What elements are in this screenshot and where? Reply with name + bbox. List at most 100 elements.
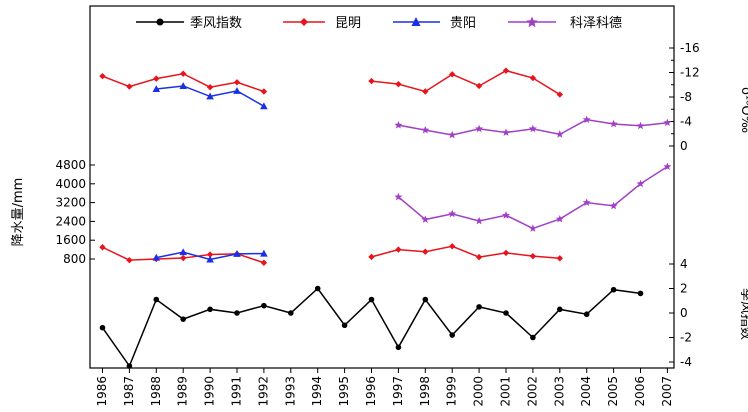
x-tick-label: 1998	[418, 376, 432, 407]
data-point-circle	[583, 311, 590, 318]
data-point-diamond	[206, 251, 214, 258]
data-point-diamond	[475, 82, 483, 90]
data-point-star	[421, 215, 430, 223]
data-point-star	[502, 128, 510, 136]
legend-item-guiyang: 贵阳	[393, 16, 476, 31]
data-point-diamond	[475, 253, 483, 261]
data-point-star	[475, 124, 484, 133]
d18o-tick-label: -8	[680, 90, 692, 104]
legend-marker-monsoon	[156, 18, 164, 26]
legend-marker-guiyang	[411, 17, 421, 26]
data-point-star	[663, 162, 672, 171]
monsoon-tick-label: -4	[680, 355, 692, 369]
data-point-diamond	[449, 71, 456, 78]
legend-item-monsoon: 季风指数	[136, 16, 242, 31]
data-point-diamond	[529, 252, 537, 260]
x-tick-label: 1999	[445, 376, 459, 407]
precip-tick-label: 1600	[55, 233, 86, 247]
series-precip	[394, 162, 672, 232]
data-point-circle	[449, 332, 456, 338]
data-point-circle	[610, 286, 617, 293]
data-point-diamond	[206, 84, 214, 91]
data-point-diamond	[368, 77, 375, 85]
x-tick-label: 1996	[364, 376, 378, 407]
data-point-diamond	[502, 249, 510, 257]
data-point-diamond	[99, 72, 106, 80]
data-point-triangle	[206, 255, 214, 263]
data-point-circle	[368, 296, 375, 303]
data-point-diamond	[99, 244, 106, 251]
monsoon-tick-label: -2	[680, 331, 692, 345]
data-point-diamond	[368, 253, 375, 261]
data-point-triangle	[260, 249, 268, 257]
d18o-tick-label: 0	[680, 139, 688, 153]
data-point-triangle	[152, 253, 161, 261]
monsoon-axis-title: 季风指数	[738, 288, 748, 340]
data-point-circle	[557, 306, 563, 313]
legend-label-kozhikode: 科泽科德	[570, 16, 622, 31]
x-tick-label: 2002	[525, 376, 539, 407]
data-point-star	[663, 118, 672, 127]
data-point-diamond	[180, 254, 187, 262]
data-point-circle	[637, 290, 644, 297]
data-point-star	[448, 130, 457, 139]
legend-marker-kozhikode	[526, 16, 538, 28]
series-d18O	[394, 115, 672, 139]
x-tick-label: 2000	[472, 376, 486, 407]
data-point-star	[448, 209, 457, 218]
series-line	[371, 245, 560, 260]
data-point-star	[528, 124, 537, 133]
data-point-diamond	[260, 259, 268, 266]
x-tick-label: 2006	[633, 376, 647, 407]
x-tick-label: 1987	[122, 376, 136, 407]
data-point-star	[421, 125, 430, 134]
data-point-circle	[234, 310, 240, 316]
data-point-circle	[207, 306, 213, 313]
precip-tick-label: 3200	[55, 196, 86, 210]
monsoon-axis: -4 -2 0 2 4	[669, 257, 692, 369]
precip-tick-label: 800	[63, 252, 86, 266]
d18o-tick-label: -4	[680, 115, 692, 129]
x-tick-label: 1997	[391, 376, 405, 407]
data-point-circle	[530, 334, 536, 341]
series-layer	[99, 67, 672, 369]
data-point-circle	[153, 296, 160, 303]
x-tick-label: 2005	[606, 376, 620, 407]
data-point-triangle	[179, 82, 187, 89]
data-point-diamond	[556, 255, 563, 262]
data-point-diamond	[233, 79, 241, 86]
data-point-diamond	[126, 83, 133, 90]
data-point-circle	[261, 302, 267, 309]
data-point-star	[502, 211, 510, 219]
data-point-triangle	[152, 85, 161, 93]
legend-label-kunming: 昆明	[335, 16, 361, 31]
data-point-diamond	[153, 75, 160, 82]
data-point-diamond	[395, 246, 402, 253]
precip-axis-title: 降水量/mm	[11, 178, 26, 247]
data-point-star	[555, 130, 564, 138]
data-point-diamond	[449, 243, 456, 250]
x-tick-label: 1992	[256, 376, 270, 407]
precip-tick-label: 2400	[55, 214, 86, 228]
precip-axis: 800 1600 2400 3200 4000 4800	[55, 158, 95, 266]
series-monsoon	[99, 285, 644, 369]
data-point-triangle	[233, 250, 241, 257]
x-tick-label: 2001	[499, 376, 513, 407]
data-point-diamond	[422, 88, 429, 95]
data-point-circle	[288, 310, 294, 316]
precip-tick-label: 4000	[55, 177, 86, 191]
data-point-triangle	[260, 102, 268, 110]
x-tick-label: 1993	[283, 376, 297, 407]
data-point-diamond	[126, 256, 133, 264]
data-point-star	[475, 216, 484, 225]
x-tick-label: 1990	[203, 376, 217, 407]
d18o-axis: 0 -4 -8 -12 -16	[669, 41, 700, 153]
data-point-diamond	[502, 67, 510, 74]
data-point-circle	[99, 324, 106, 331]
data-point-circle	[180, 316, 186, 322]
series-line	[371, 69, 561, 96]
series-d18O	[152, 82, 268, 110]
d18o-tick-label: -16	[680, 41, 700, 55]
data-point-star	[394, 120, 403, 129]
data-point-triangle	[233, 87, 241, 94]
